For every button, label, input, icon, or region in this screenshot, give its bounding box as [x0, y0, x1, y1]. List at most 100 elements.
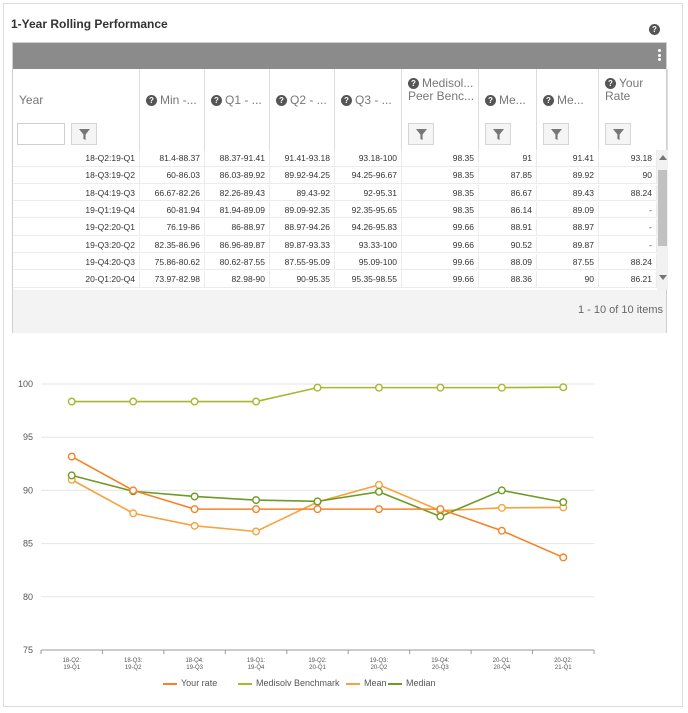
table-cell-q3: 93.33-100 [335, 236, 402, 253]
scroll-up-icon[interactable] [659, 155, 667, 160]
table-row[interactable]: 18-Q3:19-Q2 60-86.03 86.03-89.92 89.92-94.2… [13, 167, 657, 184]
table-row[interactable]: 18-Q2:19-Q1 81.4-88.37 88.37-91.41 91.41-93… [13, 150, 657, 167]
data-point[interactable] [190, 521, 199, 530]
data-point[interactable] [67, 397, 76, 406]
table-cell-mean: 86.14 [479, 201, 537, 218]
column-label: Medisol... [422, 76, 474, 90]
data-point[interactable] [374, 505, 383, 514]
column-header-mean[interactable]: ? Me... [479, 69, 537, 117]
table-row[interactable]: 19-Q3:20-Q2 82.35-86.96 86.96-89.87 89.87-9… [13, 236, 657, 253]
data-point[interactable] [252, 496, 261, 505]
data-point[interactable] [374, 383, 383, 392]
data-point[interactable] [374, 487, 383, 496]
table-cell-q1: 86.03-89.92 [205, 167, 270, 184]
legend-item[interactable]: Median [388, 678, 436, 688]
data-point[interactable] [559, 553, 568, 562]
table-cell-mean: 91 [479, 150, 537, 166]
data-point[interactable] [497, 526, 506, 535]
filter-button-year[interactable] [71, 123, 97, 145]
table-cell-min: 60-81.94 [140, 201, 205, 218]
scroll-down-icon[interactable] [659, 275, 667, 280]
help-icon[interactable]: ? [605, 78, 616, 90]
legend-item[interactable]: Your rate [163, 678, 217, 688]
pager-info: 1 - 10 of 10 items [578, 304, 663, 316]
help-icon[interactable]: ? [211, 95, 222, 107]
legend-item[interactable]: Mean [346, 678, 387, 688]
table-cell-rate: 90 [599, 167, 657, 184]
data-point[interactable] [436, 512, 445, 521]
data-point[interactable] [190, 505, 199, 514]
filter-button-rate[interactable] [605, 123, 631, 145]
help-icon[interactable]: ? [485, 95, 496, 107]
panel-title: 1-Year Rolling Performance [11, 17, 168, 31]
data-point[interactable] [374, 480, 383, 489]
x-tick-label: 19-Q4 [248, 665, 265, 671]
filter-cell-rate [599, 117, 668, 150]
data-point[interactable] [497, 486, 506, 495]
x-tick-label: 19-Q3 [186, 665, 203, 671]
help-icon[interactable]: ? [276, 95, 287, 107]
scroll-thumb[interactable] [658, 170, 667, 246]
column-header-q3[interactable]: ? Q3 - ... [335, 69, 402, 117]
table-cell-year: 18-Q2:19-Q1 [13, 150, 140, 166]
filter-button-median[interactable] [543, 123, 569, 145]
data-point[interactable] [559, 498, 568, 507]
data-point[interactable] [559, 383, 568, 392]
help-icon[interactable]: ? [341, 95, 352, 107]
legend-item[interactable]: Medisolv Benchmark [238, 678, 340, 688]
data-point[interactable] [497, 503, 506, 512]
column-header-median[interactable]: ? Me... [537, 69, 599, 117]
filter-button-peer[interactable] [408, 123, 434, 145]
data-point[interactable] [436, 383, 445, 392]
help-icon[interactable]: ? [146, 95, 157, 107]
table-cell-min: 73.97-82.98 [140, 271, 205, 288]
table-cell-min: 60-86.03 [140, 167, 205, 184]
year-filter-input[interactable] [17, 123, 65, 145]
data-point[interactable] [129, 486, 138, 495]
data-point[interactable] [436, 505, 445, 514]
line-chart: 75 80 85 90 95 100 18-Q2:19-Q1 18-Q3:19-Q2 18-Q4… [18, 379, 595, 671]
table-row[interactable]: 19-Q1:19-Q4 60-81.94 81.94-89.09 89.09-92.3… [13, 201, 657, 219]
legend-label: Medisolv Benchmark [256, 678, 340, 688]
kebab-menu-icon[interactable] [656, 49, 662, 63]
table-cell-median: 89.92 [537, 167, 599, 184]
filter-button-mean[interactable] [485, 123, 511, 145]
rolling-performance-panel: 1-Year Rolling Performance ? Year? Min -.… [3, 3, 683, 707]
data-point[interactable] [67, 452, 76, 461]
table-row[interactable]: 20-Q1:20-Q4 73.97-82.98 82.98-90 90-95.35 95… [13, 271, 657, 288]
column-header-rate[interactable]: ? Your Rate [599, 69, 668, 117]
table-cell-rate: - [599, 201, 657, 218]
data-point[interactable] [252, 505, 261, 514]
legend-swatch [163, 682, 177, 685]
column-label: Me... [499, 93, 526, 107]
table-row[interactable]: 19-Q4:20-Q3 75.86-80.62 80.62-87.55 87.55-9… [13, 253, 657, 271]
data-point[interactable] [313, 383, 322, 392]
grid-body: 18-Q2:19-Q1 81.4-88.37 88.37-91.41 91.41-93… [13, 150, 657, 290]
data-point[interactable] [313, 497, 322, 506]
data-point[interactable] [190, 397, 199, 406]
data-point[interactable] [67, 471, 76, 480]
column-header-year[interactable]: Year [13, 69, 140, 117]
data-point[interactable] [313, 505, 322, 514]
data-point[interactable] [129, 397, 138, 406]
help-icon[interactable]: ? [649, 24, 660, 35]
table-cell-mean: 86.67 [479, 184, 537, 201]
help-icon[interactable]: ? [543, 95, 554, 107]
x-tick-label: 18-Q2: [63, 658, 82, 664]
data-point[interactable] [252, 397, 261, 406]
data-point[interactable] [497, 383, 506, 392]
table-cell-year: 19-Q3:20-Q2 [13, 236, 140, 253]
column-header-q1[interactable]: ? Q1 - ... [205, 69, 270, 117]
table-cell-q1: 86.96-89.87 [205, 236, 270, 253]
column-header-q2[interactable]: ? Q2 - ... [270, 69, 335, 117]
table-row[interactable]: 18-Q4:19-Q3 66.67-82.26 82.26-89.43 89.43-9… [13, 184, 657, 202]
table-cell-peer: 99.66 [402, 236, 479, 253]
data-point[interactable] [190, 492, 199, 501]
data-point[interactable] [129, 509, 138, 518]
table-row[interactable]: 19-Q2:20-Q1 76.19-86 86-88.97 88.97-94.26 94… [13, 219, 657, 236]
help-icon[interactable]: ? [408, 78, 419, 90]
data-point[interactable] [252, 527, 261, 536]
column-header-min[interactable]: ? Min -... [140, 69, 205, 117]
column-header-peer[interactable]: ? Medisol... Peer Benc... [402, 69, 479, 117]
vertical-scrollbar[interactable] [657, 150, 668, 290]
